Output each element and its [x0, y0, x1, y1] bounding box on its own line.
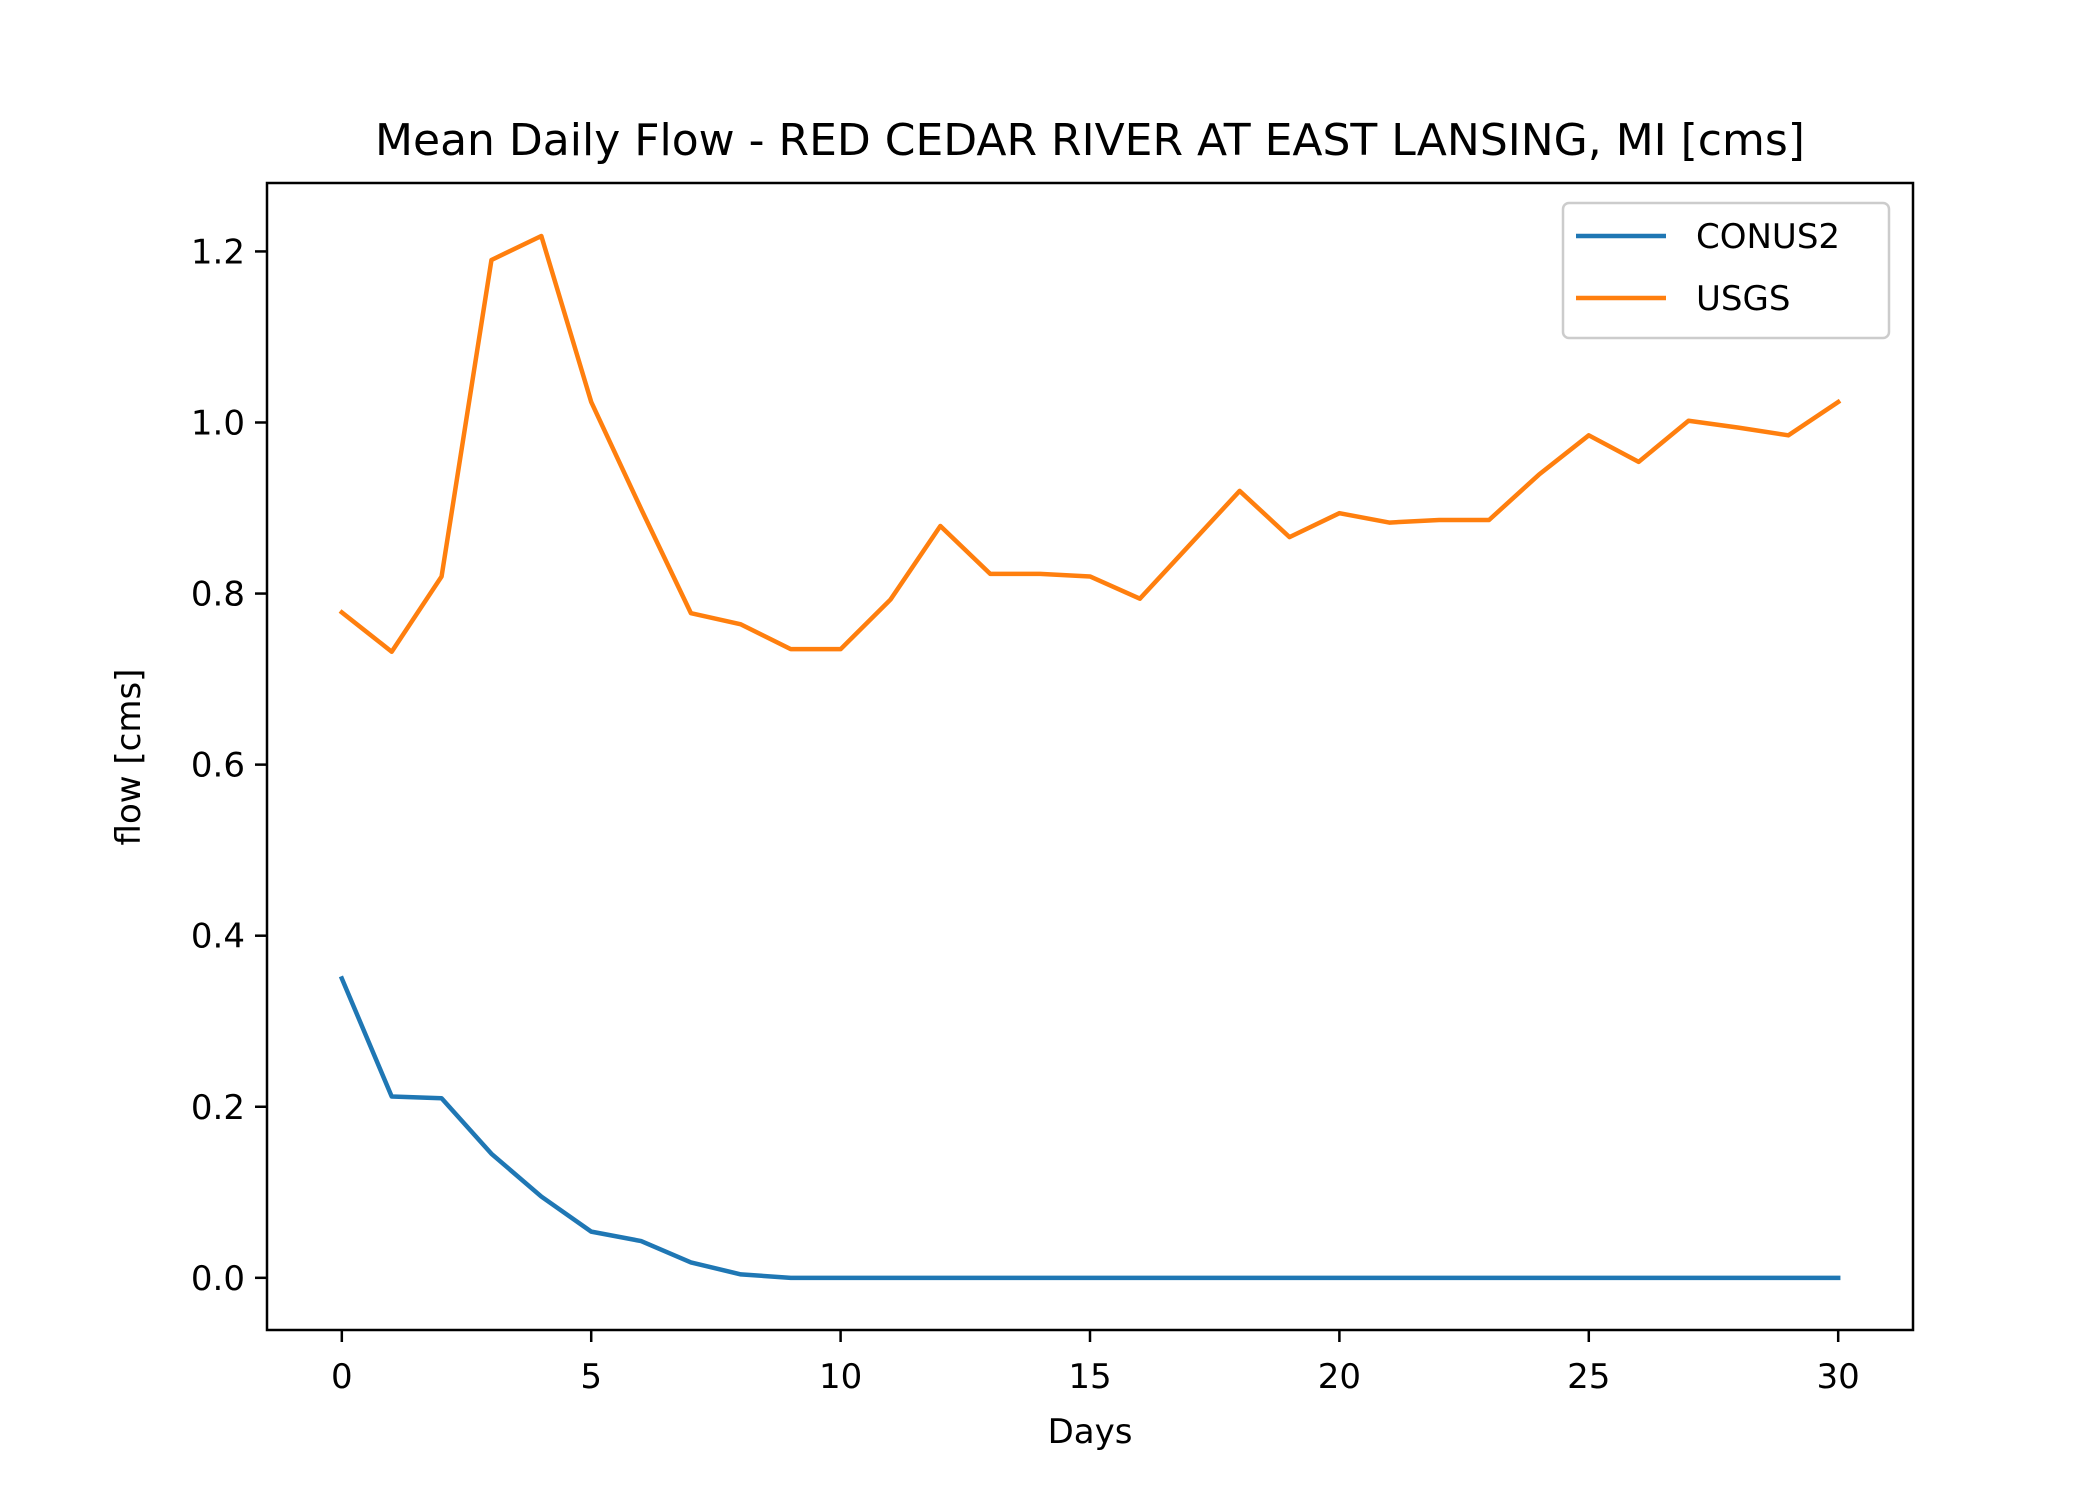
series-line-usgs: [338, 233, 1842, 654]
x-tick-label: 0: [331, 1357, 353, 1397]
x-tick-label: 5: [580, 1357, 602, 1397]
y-tick-label: 0.0: [191, 1259, 245, 1299]
y-tick-label: 1.0: [191, 403, 245, 443]
chart-title: Mean Daily Flow - RED CEDAR RIVER AT EAS…: [375, 115, 1805, 166]
x-axis: 0 5 10 15 20 25 30: [331, 1330, 1860, 1397]
y-tick-label: 0.6: [191, 746, 245, 786]
legend-label-conus2: CONUS2: [1696, 217, 1840, 257]
plot-lines: [338, 233, 1842, 1281]
x-axis-label: Days: [1048, 1412, 1133, 1452]
y-tick-label: 0.8: [191, 575, 245, 615]
y-tick-label: 0.4: [191, 917, 245, 957]
legend: CONUS2 USGS: [1561, 201, 1891, 340]
plot-frame: [265, 181, 1915, 1332]
x-tick-label: 20: [1318, 1357, 1361, 1397]
y-tick-label: 0.2: [191, 1088, 245, 1128]
x-tick-label: 15: [1068, 1357, 1111, 1397]
y-axis-label: flow [cms]: [109, 669, 149, 846]
y-tick-label: 1.2: [191, 232, 245, 272]
x-tick-label: 10: [819, 1357, 862, 1397]
x-tick-label: 30: [1817, 1357, 1860, 1397]
y-axis: 0.0 0.2 0.4 0.6 0.8 1.0 1.2: [191, 232, 267, 1299]
series-line-conus2: [338, 975, 1841, 1281]
x-tick-label: 25: [1567, 1357, 1610, 1397]
legend-label-usgs: USGS: [1696, 279, 1790, 319]
